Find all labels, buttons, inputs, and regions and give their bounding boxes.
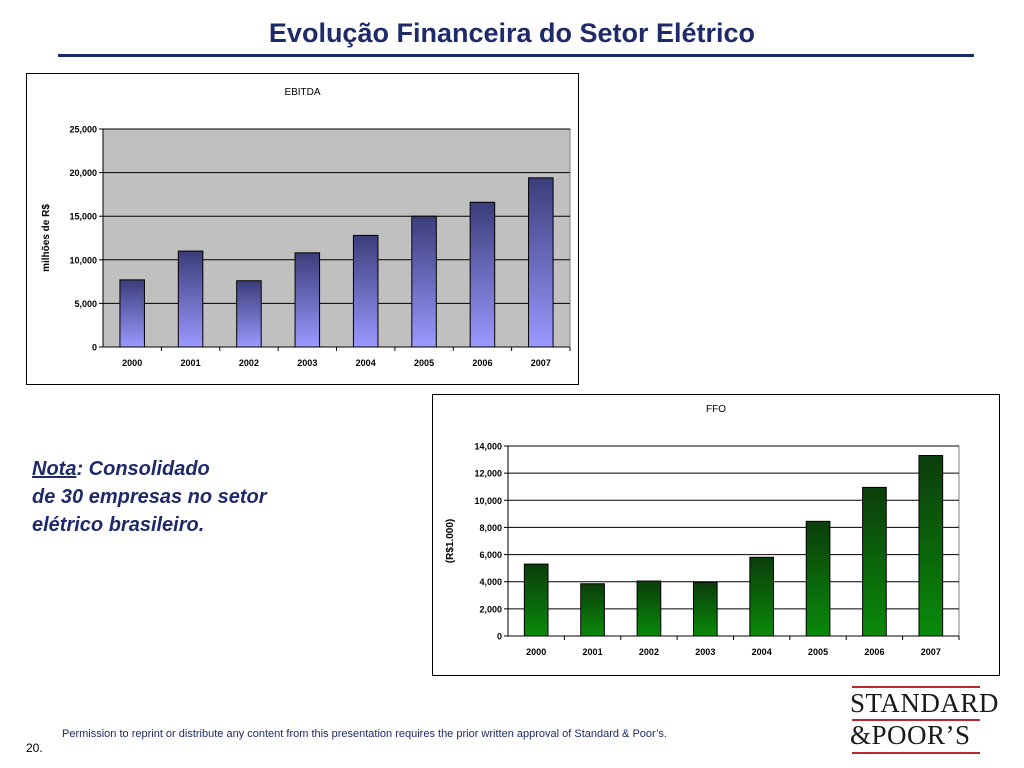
plot-area [102, 128, 571, 348]
y-axis-label: (R$1.000) [445, 519, 456, 563]
x-tick-label: 2006 [472, 358, 492, 368]
bar-2002 [636, 580, 662, 637]
logo-rule-top [852, 686, 980, 688]
bar-2002 [236, 280, 262, 348]
x-tick-label: 2004 [356, 358, 376, 368]
y-tick-label: 10,000 [69, 255, 97, 265]
y-tick-label: 15,000 [69, 212, 97, 222]
y-tick-label: 8,000 [479, 523, 502, 533]
bar-2000 [523, 563, 549, 637]
x-tick-label: 2002 [239, 358, 259, 368]
bar-2007 [528, 177, 554, 348]
y-tick-label: 14,000 [474, 442, 502, 452]
ebitda-chart: EBITDA 0 5,000 10,000 15,000 20,000 25,000 2000… [26, 73, 579, 385]
chart-title: FFO [706, 404, 726, 415]
chart-svg: EBITDA 0 5,000 10,000 15,000 20,000 25,000 2000… [41, 87, 571, 368]
y-tick-label: 4,000 [479, 577, 502, 587]
x-tick-label: 2006 [864, 647, 884, 657]
bar-2004 [352, 234, 379, 348]
logo-rule-middle [852, 719, 980, 721]
bar-2006 [862, 486, 887, 637]
note-line-3: elétrico brasileiro. [32, 514, 205, 536]
note-line-2: de 30 empresas no setor [32, 486, 267, 508]
y-tick-label: 5,000 [74, 299, 97, 309]
ffo-chart: FFO 0 2,000 4,000 6,000 8,000 10,000 12,000 14,0… [432, 394, 1000, 676]
y-tick-label: 12,000 [474, 469, 502, 479]
footer-permission-text: Permission to reprint or distribute any … [62, 728, 667, 740]
y-tick-label: 0 [92, 343, 97, 353]
bar-2003 [692, 581, 718, 637]
y-axis-label: milhões de R$ [41, 204, 52, 272]
x-tick-label: 2001 [583, 647, 603, 657]
note-line-1: : Consolidado [76, 458, 210, 480]
x-tick-label: 2003 [297, 358, 317, 368]
y-tick-label: 10,000 [474, 496, 502, 506]
y-tick-label: 20,000 [69, 168, 97, 178]
x-tick-label: 2002 [639, 647, 659, 657]
title-divider [58, 54, 974, 57]
logo-rule-bottom [852, 752, 980, 754]
bar-2001 [177, 250, 204, 348]
y-tick-label: 6,000 [479, 550, 502, 560]
bar-2000 [119, 279, 145, 348]
x-tick-label: 2001 [181, 358, 201, 368]
bar-2005 [805, 520, 831, 637]
x-tick-label: 2004 [752, 647, 772, 657]
x-tick-label: 2003 [695, 647, 715, 657]
page-title: Evolução Financeira do Setor Elétrico [268, 18, 756, 48]
chart-title: EBITDA [284, 87, 320, 98]
logo-line-2: &POOR’S [850, 720, 971, 750]
x-tick-label: 2005 [808, 647, 828, 657]
x-tick-label: 2007 [921, 647, 941, 657]
bar-2001 [580, 583, 605, 637]
x-tick-label: 2007 [531, 358, 551, 368]
chart-svg: FFO 0 2,000 4,000 6,000 8,000 10,000 12,000 14,0… [445, 404, 960, 657]
x-tick-label: 2005 [414, 358, 434, 368]
y-tick-label: 2,000 [479, 604, 502, 614]
bar-2007 [918, 455, 944, 637]
bar-2003 [294, 252, 321, 348]
bar-2006 [469, 201, 496, 348]
bar-2005 [411, 215, 437, 348]
y-tick-label: 0 [497, 632, 502, 642]
standard-poors-logo: STANDARD &POOR’S [848, 686, 1003, 756]
logo-line-1: STANDARD [850, 688, 999, 718]
note-text: Nota: Consolidado de 30 empresas no seto… [32, 455, 332, 539]
plot-area [507, 445, 960, 637]
x-tick-label: 2000 [526, 647, 546, 657]
page-number: 20. [26, 741, 43, 755]
x-tick-label: 2000 [122, 358, 142, 368]
note-label: Nota [32, 458, 77, 480]
bar-2004 [749, 556, 775, 637]
y-tick-label: 25,000 [69, 125, 97, 135]
